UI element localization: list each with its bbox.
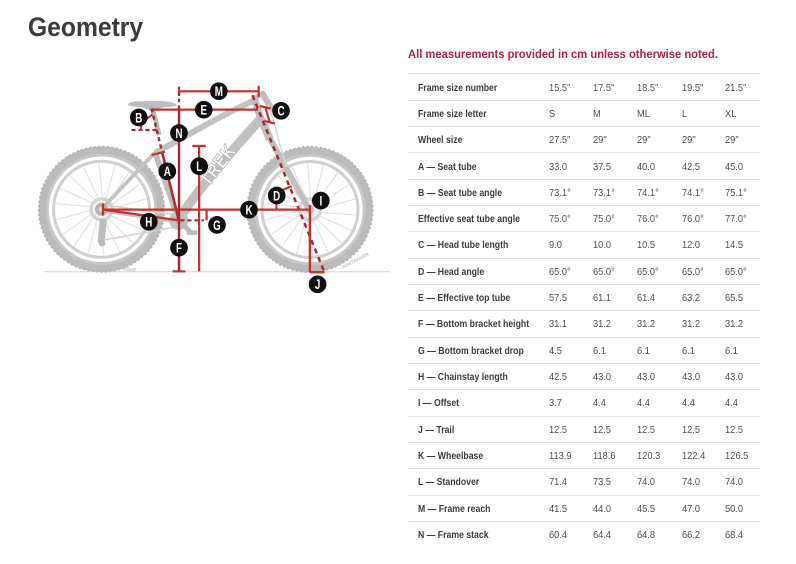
svg-text:B: B <box>135 110 142 126</box>
svg-text:F: F <box>176 240 182 256</box>
svg-text:BONTRAGER TEAM ISSUE: BONTRAGER TEAM ISSUE <box>78 261 137 272</box>
svg-text:L: L <box>196 158 202 174</box>
svg-text:D: D <box>273 188 280 204</box>
svg-text:C: C <box>277 103 284 119</box>
svg-text:J: J <box>315 276 320 292</box>
svg-text:G: G <box>213 217 221 233</box>
svg-text:A: A <box>164 163 171 179</box>
svg-text:K: K <box>245 202 252 218</box>
svg-text:N: N <box>175 125 182 141</box>
svg-text:I: I <box>319 193 322 209</box>
svg-text:M: M <box>215 83 223 99</box>
svg-text:H: H <box>145 214 152 230</box>
svg-text:E: E <box>201 102 208 118</box>
